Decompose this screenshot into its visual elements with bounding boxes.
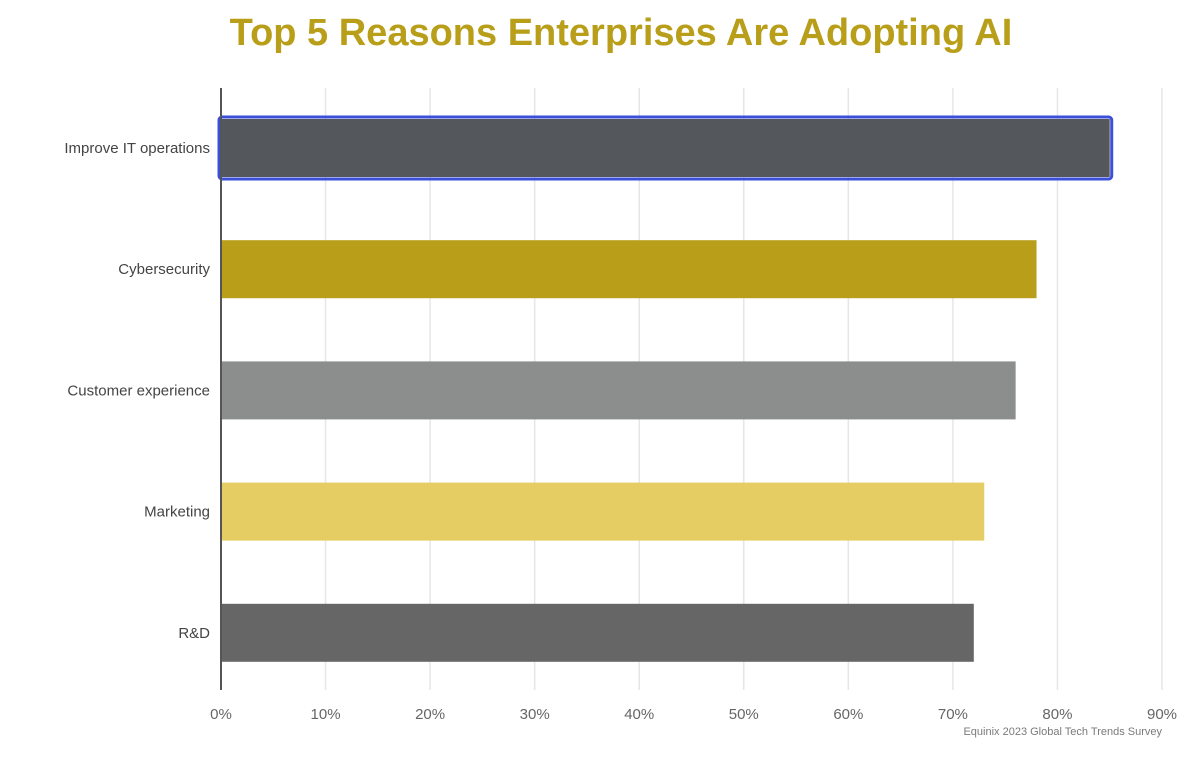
bar[interactable] xyxy=(221,240,1037,299)
category-label: Customer experience xyxy=(67,382,210,399)
x-tick-label: 20% xyxy=(415,706,445,723)
x-tick-label: 80% xyxy=(1042,706,1072,723)
x-tick-label: 0% xyxy=(210,706,232,723)
category-label: Cybersecurity xyxy=(118,261,210,278)
bars xyxy=(217,115,1114,662)
x-tick-label: 10% xyxy=(311,706,341,723)
category-label: R&D xyxy=(178,625,210,642)
chart-title: Top 5 Reasons Enterprises Are Adopting A… xyxy=(229,12,1013,54)
x-tick-label: 50% xyxy=(729,706,759,723)
x-tick-label: 30% xyxy=(520,706,550,723)
bar[interactable] xyxy=(221,482,985,541)
category-label: Marketing xyxy=(144,504,210,521)
x-tick-label: 70% xyxy=(938,706,968,723)
bar[interactable] xyxy=(221,119,1110,177)
bar[interactable] xyxy=(221,603,974,662)
bar-highlight-outline xyxy=(217,115,1114,181)
category-label: Improve IT operations xyxy=(64,140,210,157)
x-tick-label: 40% xyxy=(624,706,654,723)
labels: 0% 10% 20% 30% 40% 50% 60% 70% 80% 90% Improve IT … xyxy=(64,140,1177,723)
source-note: Equinix 2023 Global Tech Trends Survey xyxy=(963,726,1162,738)
bar[interactable] xyxy=(221,361,1016,420)
x-tick-label: 90% xyxy=(1147,706,1177,723)
x-tick-label: 60% xyxy=(833,706,863,723)
